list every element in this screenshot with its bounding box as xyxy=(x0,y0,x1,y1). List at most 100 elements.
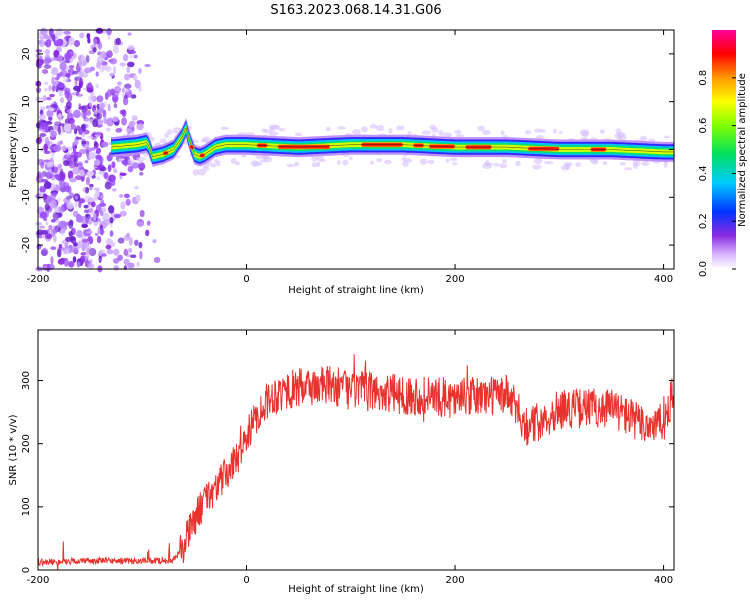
snr-x-ticks: -200 0 200 400 xyxy=(27,330,673,586)
spectrogram-noise-speck xyxy=(68,64,75,69)
spectrogram-noise-speck xyxy=(52,211,60,221)
spectrogram-noise-speck xyxy=(49,93,55,98)
spectrogram-halo-speck xyxy=(502,159,507,164)
spectrogram-noise-speck xyxy=(123,248,129,256)
spectrogram-halo-speck xyxy=(159,138,167,144)
spectrogram-y-tick-label: -20 xyxy=(21,237,32,253)
spectrogram-noise-speck xyxy=(36,192,41,198)
spectrogram-noise-speck xyxy=(113,248,120,256)
spectrogram-noise-speck xyxy=(133,54,138,59)
spectrogram-noise-speck xyxy=(40,161,45,169)
spectrogram-noise-speck xyxy=(86,82,93,92)
spectrogram-noise-speck xyxy=(44,209,50,218)
spectrogram-noise-speck xyxy=(73,85,81,92)
snr-y-ticks: 0 100 200 300 xyxy=(21,371,674,573)
spectrogram-noise-speck xyxy=(134,186,139,190)
spectrogram-noise-speck xyxy=(88,201,92,205)
colorbar-tick-label: 0.2 xyxy=(698,213,709,229)
spectrogram-noise-speck xyxy=(92,212,97,222)
spectrogram-noise-speck xyxy=(78,59,84,68)
snr-y-tick-label: 200 xyxy=(21,434,32,453)
spectrogram-noise-speck xyxy=(42,193,48,200)
spectrogram-halo-speck xyxy=(431,127,439,133)
spectrogram-halo-speck xyxy=(352,128,361,136)
spectrogram-noise-speck xyxy=(69,177,77,183)
colorbar-tick-label: 0.4 xyxy=(698,165,709,181)
spectrogram-halo-speck xyxy=(533,158,543,164)
spectrogram-noise-speck xyxy=(115,37,121,46)
spectrogram-ridge-layer xyxy=(110,118,674,167)
spectrogram-noise-speck xyxy=(99,166,107,172)
spectrogram-noise-speck xyxy=(43,64,52,69)
spectrogram-noise-speck xyxy=(94,159,101,166)
snr-plot-area xyxy=(38,330,674,570)
spectrogram-noise-speck xyxy=(44,81,49,85)
spectrogram-noise-speck xyxy=(68,37,75,46)
spectrogram-noise-speck xyxy=(87,37,91,44)
spectrogram-noise-speck xyxy=(68,261,75,268)
spectrogram-noise-speck xyxy=(144,63,151,68)
spectrogram-noise-speck xyxy=(125,89,129,93)
spectrogram-noise-speck xyxy=(111,161,116,169)
spectrogram-halo-speck xyxy=(220,126,230,130)
spectrogram-noise-speck xyxy=(131,115,138,121)
spectrogram-noise-speck xyxy=(139,209,145,218)
spectrogram-noise-speck xyxy=(126,66,131,74)
spectrogram-noise-speck xyxy=(48,224,53,231)
spectrogram-halo-speck xyxy=(348,156,353,161)
spectrogram-noise-speck xyxy=(138,162,146,171)
spectrogram-noise-speck xyxy=(63,123,72,133)
spectrogram-noise-speck xyxy=(95,43,99,49)
spectrogram-noise-speck xyxy=(66,202,74,210)
spectrogram-noise-speck xyxy=(77,202,82,209)
spectrogram-noise-speck xyxy=(86,140,90,145)
spectrogram-noise-speck xyxy=(153,256,161,263)
spectrogram-x-axis-title: Height of straight line (km) xyxy=(288,285,424,296)
spectrogram-x-ticks: -200 0 200 400 xyxy=(27,30,673,285)
spectrogram-noise-speck xyxy=(94,192,98,202)
spectrogram-noise-speck xyxy=(50,104,59,108)
spectrogram-noise-speck xyxy=(55,27,64,37)
spectrogram-halo-speck xyxy=(200,139,209,143)
spectrogram-noise-speck xyxy=(101,207,107,213)
spectrogram-noise-speck xyxy=(64,87,71,95)
spectrogram-noise-speck xyxy=(86,170,94,177)
spectrogram-noise-speck xyxy=(44,56,52,65)
spectrogram-halo-speck xyxy=(619,161,626,166)
spectrogram-noise-speck xyxy=(85,186,90,194)
spectrogram-noise-speck xyxy=(45,233,53,240)
spectrogram-noise-speck xyxy=(65,236,73,242)
spectrogram-halo-speck xyxy=(445,158,450,163)
spectrogram-noise-speck xyxy=(145,229,150,237)
spectrogram-noise-speck xyxy=(46,263,51,272)
spectrogram-halo-speck xyxy=(641,161,650,167)
spectrogram-halo-speck xyxy=(337,126,346,130)
spectrogram-noise-speck xyxy=(72,109,81,119)
spectrogram-noise-speck xyxy=(53,166,58,174)
spectrogram-halo-speck xyxy=(543,160,554,165)
spectrogram-noise-speck xyxy=(75,136,79,140)
spectrogram-noise-speck xyxy=(36,243,42,250)
spectrogram-noise-speck xyxy=(127,262,135,269)
spectrogram-noise-speck xyxy=(40,229,49,235)
spectrogram-noise-speck xyxy=(65,195,72,200)
spectrogram-noise-speck xyxy=(79,32,85,39)
spectrogram-noise-speck xyxy=(76,229,83,238)
spectrogram-halo-speck xyxy=(602,161,608,166)
spectrogram-halo-speck xyxy=(421,130,432,135)
spectrogram-halo-speck xyxy=(197,168,206,176)
spectrogram-noise-speck xyxy=(57,38,64,47)
spectrogram-halo-speck xyxy=(532,164,542,170)
spectrogram-noise-speck xyxy=(50,228,56,237)
spectrogram-halo-speck xyxy=(427,159,435,165)
spectrogram-noise-speck xyxy=(119,210,127,217)
spectrogram-noise-speck xyxy=(99,227,104,236)
spectrogram-halo-speck xyxy=(624,167,633,171)
spectrogram-noise-speck xyxy=(38,225,46,229)
spectrogram-noise-speck xyxy=(75,91,80,96)
spectrogram-noise-speck xyxy=(152,239,157,244)
snr-frame xyxy=(37,329,675,571)
spectrogram-noise-speck xyxy=(48,84,52,92)
spectrogram-noise-speck xyxy=(74,151,79,155)
